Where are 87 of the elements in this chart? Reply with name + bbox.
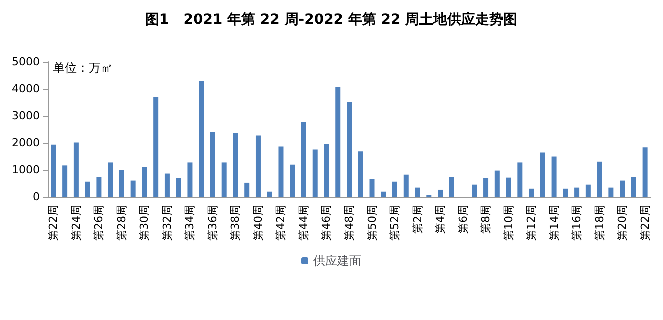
y-tick-label: 4000 xyxy=(12,82,40,96)
bar xyxy=(392,182,398,197)
x-tick-label: 第52周 xyxy=(388,205,402,241)
bar xyxy=(381,192,386,197)
x-tick-label: 第38周 xyxy=(229,205,242,241)
y-tick-label: 0 xyxy=(33,190,40,204)
bar xyxy=(358,152,364,197)
bar xyxy=(529,188,534,197)
bar xyxy=(518,162,523,197)
bar xyxy=(324,144,330,197)
bar xyxy=(164,174,170,197)
bar xyxy=(415,188,420,197)
bar xyxy=(290,164,296,197)
bar xyxy=(563,188,568,197)
bar xyxy=(119,170,124,197)
x-tick-label: 第30周 xyxy=(138,205,152,241)
bar xyxy=(574,188,580,197)
x-tick-label: 第44周 xyxy=(297,205,310,241)
bar xyxy=(244,182,250,197)
bar xyxy=(130,180,136,197)
bar xyxy=(347,102,352,197)
bar xyxy=(301,122,306,197)
bar xyxy=(552,156,557,197)
x-tick-label: 第14周 xyxy=(548,205,561,241)
bar xyxy=(154,97,159,197)
x-tick-label: 第10周 xyxy=(502,205,516,241)
bar xyxy=(222,162,227,197)
bar xyxy=(449,177,454,197)
x-tick-label: 第8周 xyxy=(480,205,493,234)
bar xyxy=(62,166,68,197)
y-tick-label: 5000 xyxy=(12,56,40,68)
bar xyxy=(51,144,56,197)
legend-label: 供应建面 xyxy=(314,254,362,268)
x-tick-label: 第20周 xyxy=(616,205,630,241)
x-tick-label: 第2周 xyxy=(411,205,424,234)
x-tick-label: 第40周 xyxy=(252,205,265,241)
x-tick-label: 第24周 xyxy=(70,205,83,241)
bar xyxy=(597,162,602,197)
x-tick-label: 第50周 xyxy=(366,205,379,241)
bar xyxy=(336,87,341,197)
bar xyxy=(404,174,409,197)
bar xyxy=(312,150,318,197)
bar xyxy=(199,81,204,197)
bar xyxy=(540,152,546,197)
bar xyxy=(176,178,182,197)
x-tick-label: 第4周 xyxy=(434,205,448,234)
bar xyxy=(370,179,375,197)
x-tick-label: 第28周 xyxy=(115,205,128,241)
bar xyxy=(96,177,102,197)
x-tick-label: 第22周 xyxy=(638,205,652,241)
bar xyxy=(267,192,272,197)
bar xyxy=(74,142,79,197)
y-tick-label: 2000 xyxy=(12,136,40,150)
bar xyxy=(472,184,478,197)
bar xyxy=(494,170,500,197)
x-tick-label: 第16周 xyxy=(570,205,584,241)
x-tick-label: 第42周 xyxy=(274,205,288,241)
bar xyxy=(188,162,193,197)
bar xyxy=(620,180,626,197)
x-tick-label: 第22周 xyxy=(47,205,60,241)
x-tick-label: 第46周 xyxy=(320,205,334,241)
bar xyxy=(631,177,636,197)
bar xyxy=(256,136,261,197)
chart-title: 图1 2021 年第 22 周-2022 年第 22 周土地供应走势图 xyxy=(145,11,518,28)
y-tick-label: 3000 xyxy=(12,110,40,122)
bar xyxy=(142,167,148,197)
bar xyxy=(85,182,90,197)
bar xyxy=(278,146,284,197)
y-axis-title: 单位：万㎡ xyxy=(53,61,113,75)
bar xyxy=(438,190,444,197)
x-tick-label: 第48周 xyxy=(343,205,356,241)
bar xyxy=(608,188,614,197)
x-tick-label: 第34周 xyxy=(184,205,197,241)
bar xyxy=(210,132,216,197)
bar xyxy=(586,184,591,197)
bar xyxy=(484,178,489,197)
x-tick-label: 第12周 xyxy=(525,205,538,241)
x-tick-label: 第18周 xyxy=(593,205,606,241)
x-tick-label: 第36周 xyxy=(206,205,220,241)
x-tick-label: 第6周 xyxy=(456,205,470,234)
bar xyxy=(108,162,114,197)
bar xyxy=(233,134,238,197)
x-tick-label: 第26周 xyxy=(92,205,106,241)
x-tick-label: 第32周 xyxy=(160,205,174,241)
bar xyxy=(506,178,512,197)
y-tick-label: 1000 xyxy=(12,164,40,176)
bar xyxy=(642,148,648,197)
